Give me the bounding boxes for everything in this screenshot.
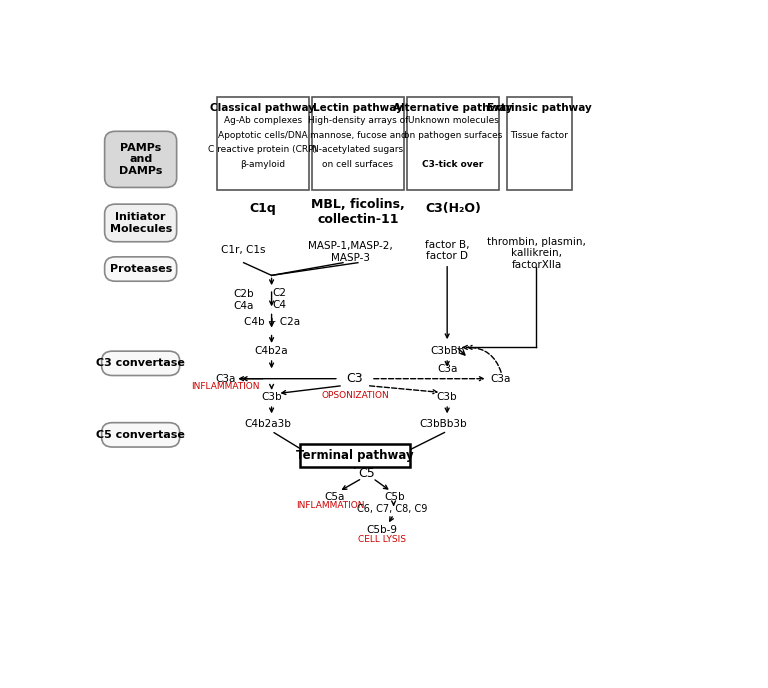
Text: C3a: C3a — [216, 374, 236, 384]
Text: C3bBb: C3bBb — [430, 345, 465, 356]
Text: N-acetylated sugars: N-acetylated sugars — [313, 145, 403, 154]
Text: Classical pathway: Classical pathway — [210, 103, 315, 114]
Text: C reactive protein (CRP): C reactive protein (CRP) — [208, 145, 317, 154]
Text: β-amyloid: β-amyloid — [240, 160, 285, 169]
Text: INFLAMMATION: INFLAMMATION — [191, 382, 260, 391]
Text: C1r, C1s: C1r, C1s — [221, 246, 266, 255]
FancyBboxPatch shape — [104, 131, 177, 187]
Text: PAMPs
and
DAMPs: PAMPs and DAMPs — [119, 143, 162, 176]
Text: C2b
C4a: C2b C4a — [233, 289, 254, 310]
Text: Terminal pathway: Terminal pathway — [296, 449, 414, 462]
Text: Lectin pathway: Lectin pathway — [313, 103, 402, 114]
Bar — [407, 97, 499, 190]
Text: C4b2a3b: C4b2a3b — [244, 419, 291, 429]
FancyBboxPatch shape — [104, 204, 177, 241]
Text: C3 convertase: C3 convertase — [96, 358, 185, 368]
Text: MASP-1,MASP-2,
MASP-3: MASP-1,MASP-2, MASP-3 — [309, 241, 393, 263]
Text: C5b: C5b — [385, 492, 405, 502]
Text: C1q: C1q — [250, 202, 276, 215]
FancyBboxPatch shape — [101, 351, 180, 376]
Text: Proteases: Proteases — [110, 264, 172, 274]
Bar — [300, 444, 410, 466]
Text: C4b2a: C4b2a — [255, 345, 289, 356]
Text: C5 convertase: C5 convertase — [96, 430, 185, 440]
Text: C4b + C2a: C4b + C2a — [243, 317, 300, 327]
Bar — [507, 97, 572, 190]
Text: on pathogen surfaces: on pathogen surfaces — [404, 131, 502, 140]
Bar — [312, 97, 404, 190]
Text: mannose, fucose and: mannose, fucose and — [310, 131, 406, 140]
Text: C3a: C3a — [491, 374, 511, 384]
Text: C3: C3 — [346, 372, 363, 385]
Text: Extrinsic pathway: Extrinsic pathway — [487, 103, 592, 114]
Text: Alternative pathway: Alternative pathway — [393, 103, 513, 114]
Text: C3a: C3a — [437, 364, 458, 374]
Text: Initiator
Molecules: Initiator Molecules — [110, 212, 172, 234]
Text: C2
C4: C2 C4 — [273, 288, 286, 310]
Text: CELL LYSIS: CELL LYSIS — [358, 535, 406, 544]
Text: C5b-9: C5b-9 — [366, 525, 397, 535]
Text: factor B,
factor D: factor B, factor D — [425, 239, 469, 261]
Text: thrombin, plasmin,
kallikrein,
factorXIIa: thrombin, plasmin, kallikrein, factorXII… — [487, 237, 586, 270]
FancyArrowPatch shape — [468, 345, 502, 372]
Text: C6, C7, C8, C9: C6, C7, C8, C9 — [356, 504, 427, 514]
Text: High-density arrays of: High-density arrays of — [308, 116, 408, 125]
Text: C3b: C3b — [261, 392, 282, 402]
Text: Unknown molecules: Unknown molecules — [408, 116, 498, 125]
Text: MBL, ficolins,
collectin-11: MBL, ficolins, collectin-11 — [311, 198, 405, 226]
Text: Apoptotic cells/DNA: Apoptotic cells/DNA — [218, 131, 307, 140]
Text: C5a: C5a — [324, 492, 344, 502]
Bar — [217, 97, 309, 190]
FancyBboxPatch shape — [101, 422, 180, 447]
Text: Ag-Ab complexes: Ag-Ab complexes — [223, 116, 302, 125]
Text: OPSONIZATION: OPSONIZATION — [321, 391, 389, 400]
Text: C3bBb3b: C3bBb3b — [419, 419, 467, 429]
FancyBboxPatch shape — [104, 257, 177, 281]
Text: Tissue factor: Tissue factor — [511, 131, 568, 140]
Text: on cell surfaces: on cell surfaces — [323, 160, 393, 169]
Text: C3-tick over: C3-tick over — [422, 160, 484, 169]
Text: C3b: C3b — [437, 392, 458, 402]
Text: C5: C5 — [359, 467, 376, 480]
Text: INFLAMMATION: INFLAMMATION — [296, 501, 364, 510]
Text: C3(H₂O): C3(H₂O) — [425, 202, 481, 215]
